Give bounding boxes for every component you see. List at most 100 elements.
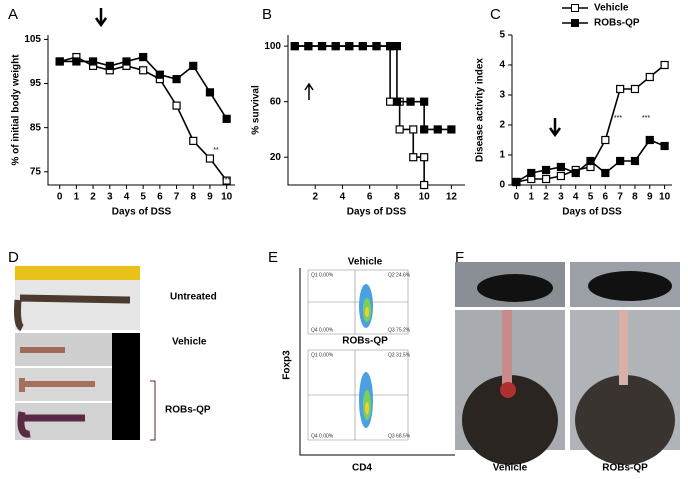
point — [420, 180, 429, 190]
point — [556, 171, 565, 181]
point — [55, 57, 64, 66]
colon — [19, 378, 95, 392]
y-tick-label: 60 — [270, 96, 282, 107]
y-tick-label: 100 — [264, 41, 281, 52]
point — [317, 42, 327, 51]
panel-letter: D — [8, 249, 19, 266]
tail — [619, 310, 628, 385]
quadrant: Q3 68.5% — [388, 433, 411, 439]
x-tick-label: 7 — [617, 192, 623, 203]
tail — [502, 310, 512, 385]
panel-letter: B — [262, 6, 272, 23]
point — [304, 42, 313, 51]
colon — [17, 411, 85, 438]
point — [189, 61, 198, 70]
quadrant: Q4 0.00% — [311, 433, 334, 439]
quadrant: Q3 75.2% — [388, 327, 411, 333]
point — [205, 154, 215, 163]
point — [386, 42, 395, 51]
point — [660, 60, 669, 70]
point — [392, 42, 402, 51]
axes — [287, 35, 465, 186]
point — [88, 57, 98, 66]
photo-bg — [112, 333, 140, 440]
point — [331, 42, 340, 51]
arrow — [304, 82, 314, 100]
point — [172, 101, 181, 110]
label: Vehicle — [493, 463, 528, 474]
x-tick-label: 10 — [221, 192, 233, 203]
gate — [308, 350, 408, 440]
y-tick-label: 85 — [30, 122, 42, 133]
point — [541, 165, 551, 175]
annotation: ** — [213, 147, 219, 154]
point — [420, 153, 429, 162]
point — [630, 84, 640, 94]
y-axis-label: % survival — [251, 85, 262, 135]
x-tick-label: 12 — [446, 192, 458, 203]
x-axis-label: Days of DSS — [112, 207, 172, 218]
quadrant: Q1 0.00% — [311, 352, 334, 358]
x-tick-label: 1 — [528, 192, 534, 203]
mouse — [462, 375, 558, 465]
point — [205, 88, 215, 97]
y-tick-label: 3 — [499, 90, 505, 101]
y-tick-label: 105 — [24, 34, 41, 45]
x-tick-label: 3 — [107, 192, 113, 203]
point — [409, 153, 418, 162]
x-tick-label: 7 — [174, 192, 180, 203]
point — [392, 97, 402, 106]
x-tick-label: 9 — [207, 192, 213, 203]
arrow — [548, 118, 562, 138]
point — [395, 125, 404, 134]
x-tick-label: 10 — [659, 192, 671, 203]
x-tick-label: 6 — [603, 192, 609, 203]
y-axis-label: Disease activity index — [475, 58, 486, 162]
point — [386, 97, 395, 106]
panel-letter: C — [490, 6, 501, 23]
quadrant: Q2 24.6% — [388, 272, 411, 278]
label: ROBs-QP — [342, 336, 388, 347]
point — [139, 52, 148, 62]
x-tick-label: 0 — [57, 192, 63, 203]
legend-marker — [571, 19, 579, 27]
point — [660, 141, 669, 151]
photo — [15, 280, 140, 330]
x-tick-label: 5 — [140, 192, 146, 203]
point — [345, 42, 354, 51]
point — [616, 84, 625, 94]
label: Vehicle — [172, 337, 207, 348]
y-tick-label: 2 — [499, 120, 505, 131]
colon — [14, 294, 131, 332]
y-tick-label: 1 — [499, 150, 505, 161]
y-tick-label: 0 — [499, 180, 505, 191]
x-tick-label: 2 — [312, 192, 318, 203]
label: Untreated — [170, 292, 217, 303]
point — [222, 114, 231, 123]
x-tick-label: 4 — [573, 192, 579, 203]
point — [105, 61, 114, 70]
mouse — [575, 375, 675, 465]
x-tick-label: 8 — [632, 192, 638, 203]
point — [172, 75, 181, 84]
point — [527, 168, 536, 178]
panel-letter: F — [455, 249, 464, 266]
x-tick-label: 4 — [340, 192, 346, 203]
point — [512, 177, 521, 187]
x-tick-label: 8 — [190, 192, 196, 203]
y-tick-label: 20 — [270, 152, 282, 163]
annotation: *** — [642, 115, 650, 122]
point — [586, 156, 595, 166]
x-tick-label: 5 — [588, 192, 594, 203]
y-tick-label: 4 — [499, 60, 505, 71]
annotation: *** — [222, 177, 230, 184]
point — [645, 135, 654, 145]
label: ROBs-QP — [602, 463, 648, 474]
x-tick-label: 6 — [367, 192, 373, 203]
legend-label: ROBs-QP — [594, 18, 640, 29]
panel-f: F Vehicle ROBs-QP — [455, 249, 680, 474]
axes — [47, 35, 235, 186]
x-tick-label: 2 — [543, 192, 549, 203]
quadrant: Q1 0.00% — [311, 272, 334, 278]
panel-letter: A — [8, 6, 18, 23]
